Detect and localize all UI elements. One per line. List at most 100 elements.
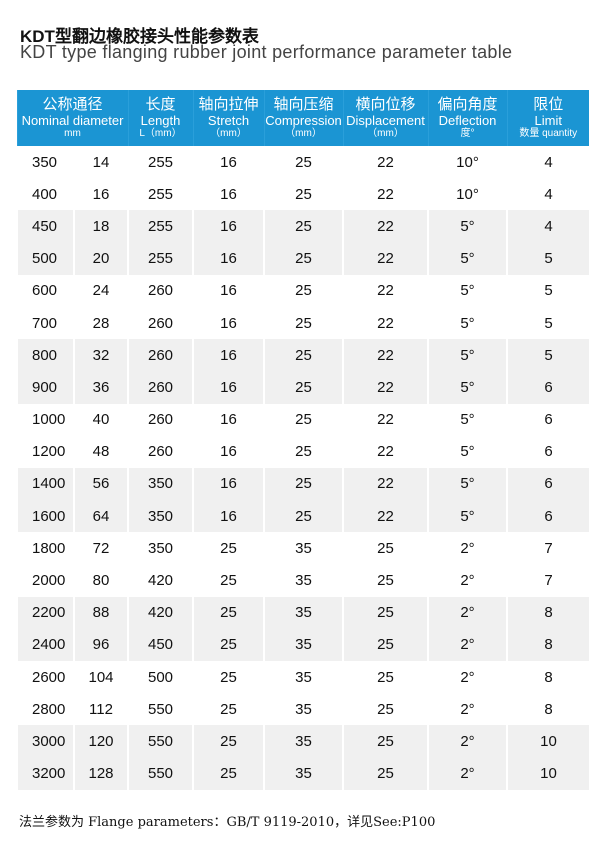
table-cell: 25 — [192, 757, 264, 790]
table-cell: 35 — [263, 693, 343, 726]
table-cell: 16 — [192, 500, 264, 533]
table-cell: 32 — [73, 339, 128, 372]
table-cell: 5° — [427, 210, 507, 243]
table-cell: 25 — [263, 467, 343, 501]
header-unit: 度° — [460, 127, 475, 139]
table-cell: 6 — [506, 371, 589, 404]
table-cell: 25 — [342, 628, 428, 661]
table-cell: 7 — [506, 532, 589, 565]
table-cell: 5 — [506, 274, 589, 307]
table-row: 1400 56 350 16 25 22 5° 6 — [16, 467, 589, 501]
table-cell: 2800 — [16, 693, 74, 726]
table-cell: 25 — [263, 403, 343, 436]
table-cell: 120 — [73, 725, 128, 758]
table-cell: 350 — [127, 500, 193, 533]
header-unit: （mm） — [210, 127, 247, 139]
table-cell: 22 — [342, 210, 428, 243]
table-cell: 5° — [427, 306, 507, 340]
table-cell: 2° — [427, 757, 507, 790]
table-cell: 16 — [192, 371, 264, 404]
table-row: 400 16 255 16 25 22 10° 4 — [16, 178, 589, 211]
table-cell: 16 — [192, 146, 264, 179]
table-cell: 14 — [73, 146, 128, 179]
table-row: 450 18 255 16 25 22 5° 4 — [16, 210, 589, 243]
table-cell: 20 — [73, 242, 128, 275]
table-cell: 22 — [342, 339, 428, 372]
table-cell: 350 — [16, 146, 74, 179]
table-cell: 25 — [342, 693, 428, 726]
table-cell: 2° — [427, 532, 507, 565]
table-cell: 5° — [427, 242, 507, 275]
table-cell: 420 — [127, 596, 193, 629]
table-row: 1800 72 350 25 35 25 2° 7 — [16, 532, 589, 565]
table-cell: 400 — [16, 178, 74, 211]
table-cell: 6 — [506, 403, 589, 436]
table-cell: 25 — [192, 532, 264, 565]
table-cell: 56 — [73, 467, 128, 501]
table-cell: 6 — [506, 500, 589, 533]
table-cell: 2° — [427, 564, 507, 597]
table-cell: 16 — [192, 339, 264, 372]
table-cell: 450 — [16, 210, 74, 243]
table-cell: 3200 — [16, 757, 74, 790]
column-header: 限位 Limit 数量 quantity — [506, 90, 589, 146]
table-cell: 35 — [263, 532, 343, 565]
table-cell: 16 — [192, 178, 264, 211]
table-cell: 22 — [342, 306, 428, 340]
title-english: KDT type flanging rubber joint performan… — [20, 42, 513, 62]
table-cell: 2000 — [16, 564, 74, 597]
table-cell: 8 — [506, 693, 589, 726]
table-cell: 5° — [427, 339, 507, 372]
table-cell: 16 — [192, 242, 264, 275]
table-cell: 25 — [263, 242, 343, 275]
header-unit: mm — [64, 127, 81, 139]
table-row: 3000 120 550 25 35 25 2° 10 — [16, 725, 589, 758]
table-cell: 1400 — [16, 467, 74, 501]
table-cell: 4 — [506, 146, 589, 179]
table-row: 3200 128 550 25 35 25 2° 10 — [16, 757, 589, 790]
table-cell: 260 — [127, 339, 193, 372]
table-cell: 4 — [506, 210, 589, 243]
table-row: 1600 64 350 16 25 22 5° 6 — [16, 500, 589, 533]
table-cell: 35 — [263, 564, 343, 597]
column-header: 横向位移 Displacement （mm） — [342, 90, 428, 146]
header-cn: 长度 — [145, 96, 176, 114]
table-cell: 22 — [342, 178, 428, 211]
table-cell: 550 — [127, 693, 193, 726]
table-cell: 500 — [127, 661, 193, 694]
table-cell: 16 — [192, 306, 264, 340]
table-cell: 260 — [127, 306, 193, 340]
table-cell: 25 — [342, 725, 428, 758]
table-cell: 260 — [127, 371, 193, 404]
header-en: Deflection — [438, 112, 497, 128]
table-cell: 16 — [192, 403, 264, 436]
table-row: 2000 80 420 25 35 25 2° 7 — [16, 564, 589, 597]
table-cell: 64 — [73, 500, 128, 533]
table-cell: 8 — [506, 596, 589, 629]
table-cell: 112 — [73, 693, 128, 726]
table-cell: 450 — [127, 628, 193, 661]
header-en: Compression — [265, 112, 342, 128]
table-cell: 5 — [506, 339, 589, 372]
table-cell: 35 — [263, 596, 343, 629]
header-en: Length — [140, 112, 181, 128]
table-cell: 8 — [506, 628, 589, 661]
table-cell: 10 — [506, 757, 589, 790]
table-row: 350 14 255 16 25 22 10° 4 — [16, 146, 589, 179]
header-cn: 公称通径 — [42, 96, 103, 114]
table-cell: 25 — [192, 564, 264, 597]
table-cell: 2° — [427, 628, 507, 661]
table-cell: 25 — [263, 146, 343, 179]
table-cell: 22 — [342, 242, 428, 275]
table-cell: 500 — [16, 242, 74, 275]
table-cell: 25 — [263, 306, 343, 340]
table-cell: 6 — [506, 467, 589, 501]
table-cell: 25 — [263, 339, 343, 372]
table-row: 1000 40 260 16 25 22 5° 6 — [16, 403, 589, 436]
table-cell: 5 — [506, 306, 589, 340]
table-cell: 1600 — [16, 500, 74, 533]
table-cell: 35 — [263, 661, 343, 694]
table-cell: 16 — [192, 274, 264, 307]
table-cell: 48 — [73, 435, 128, 468]
table-cell: 104 — [73, 661, 128, 694]
